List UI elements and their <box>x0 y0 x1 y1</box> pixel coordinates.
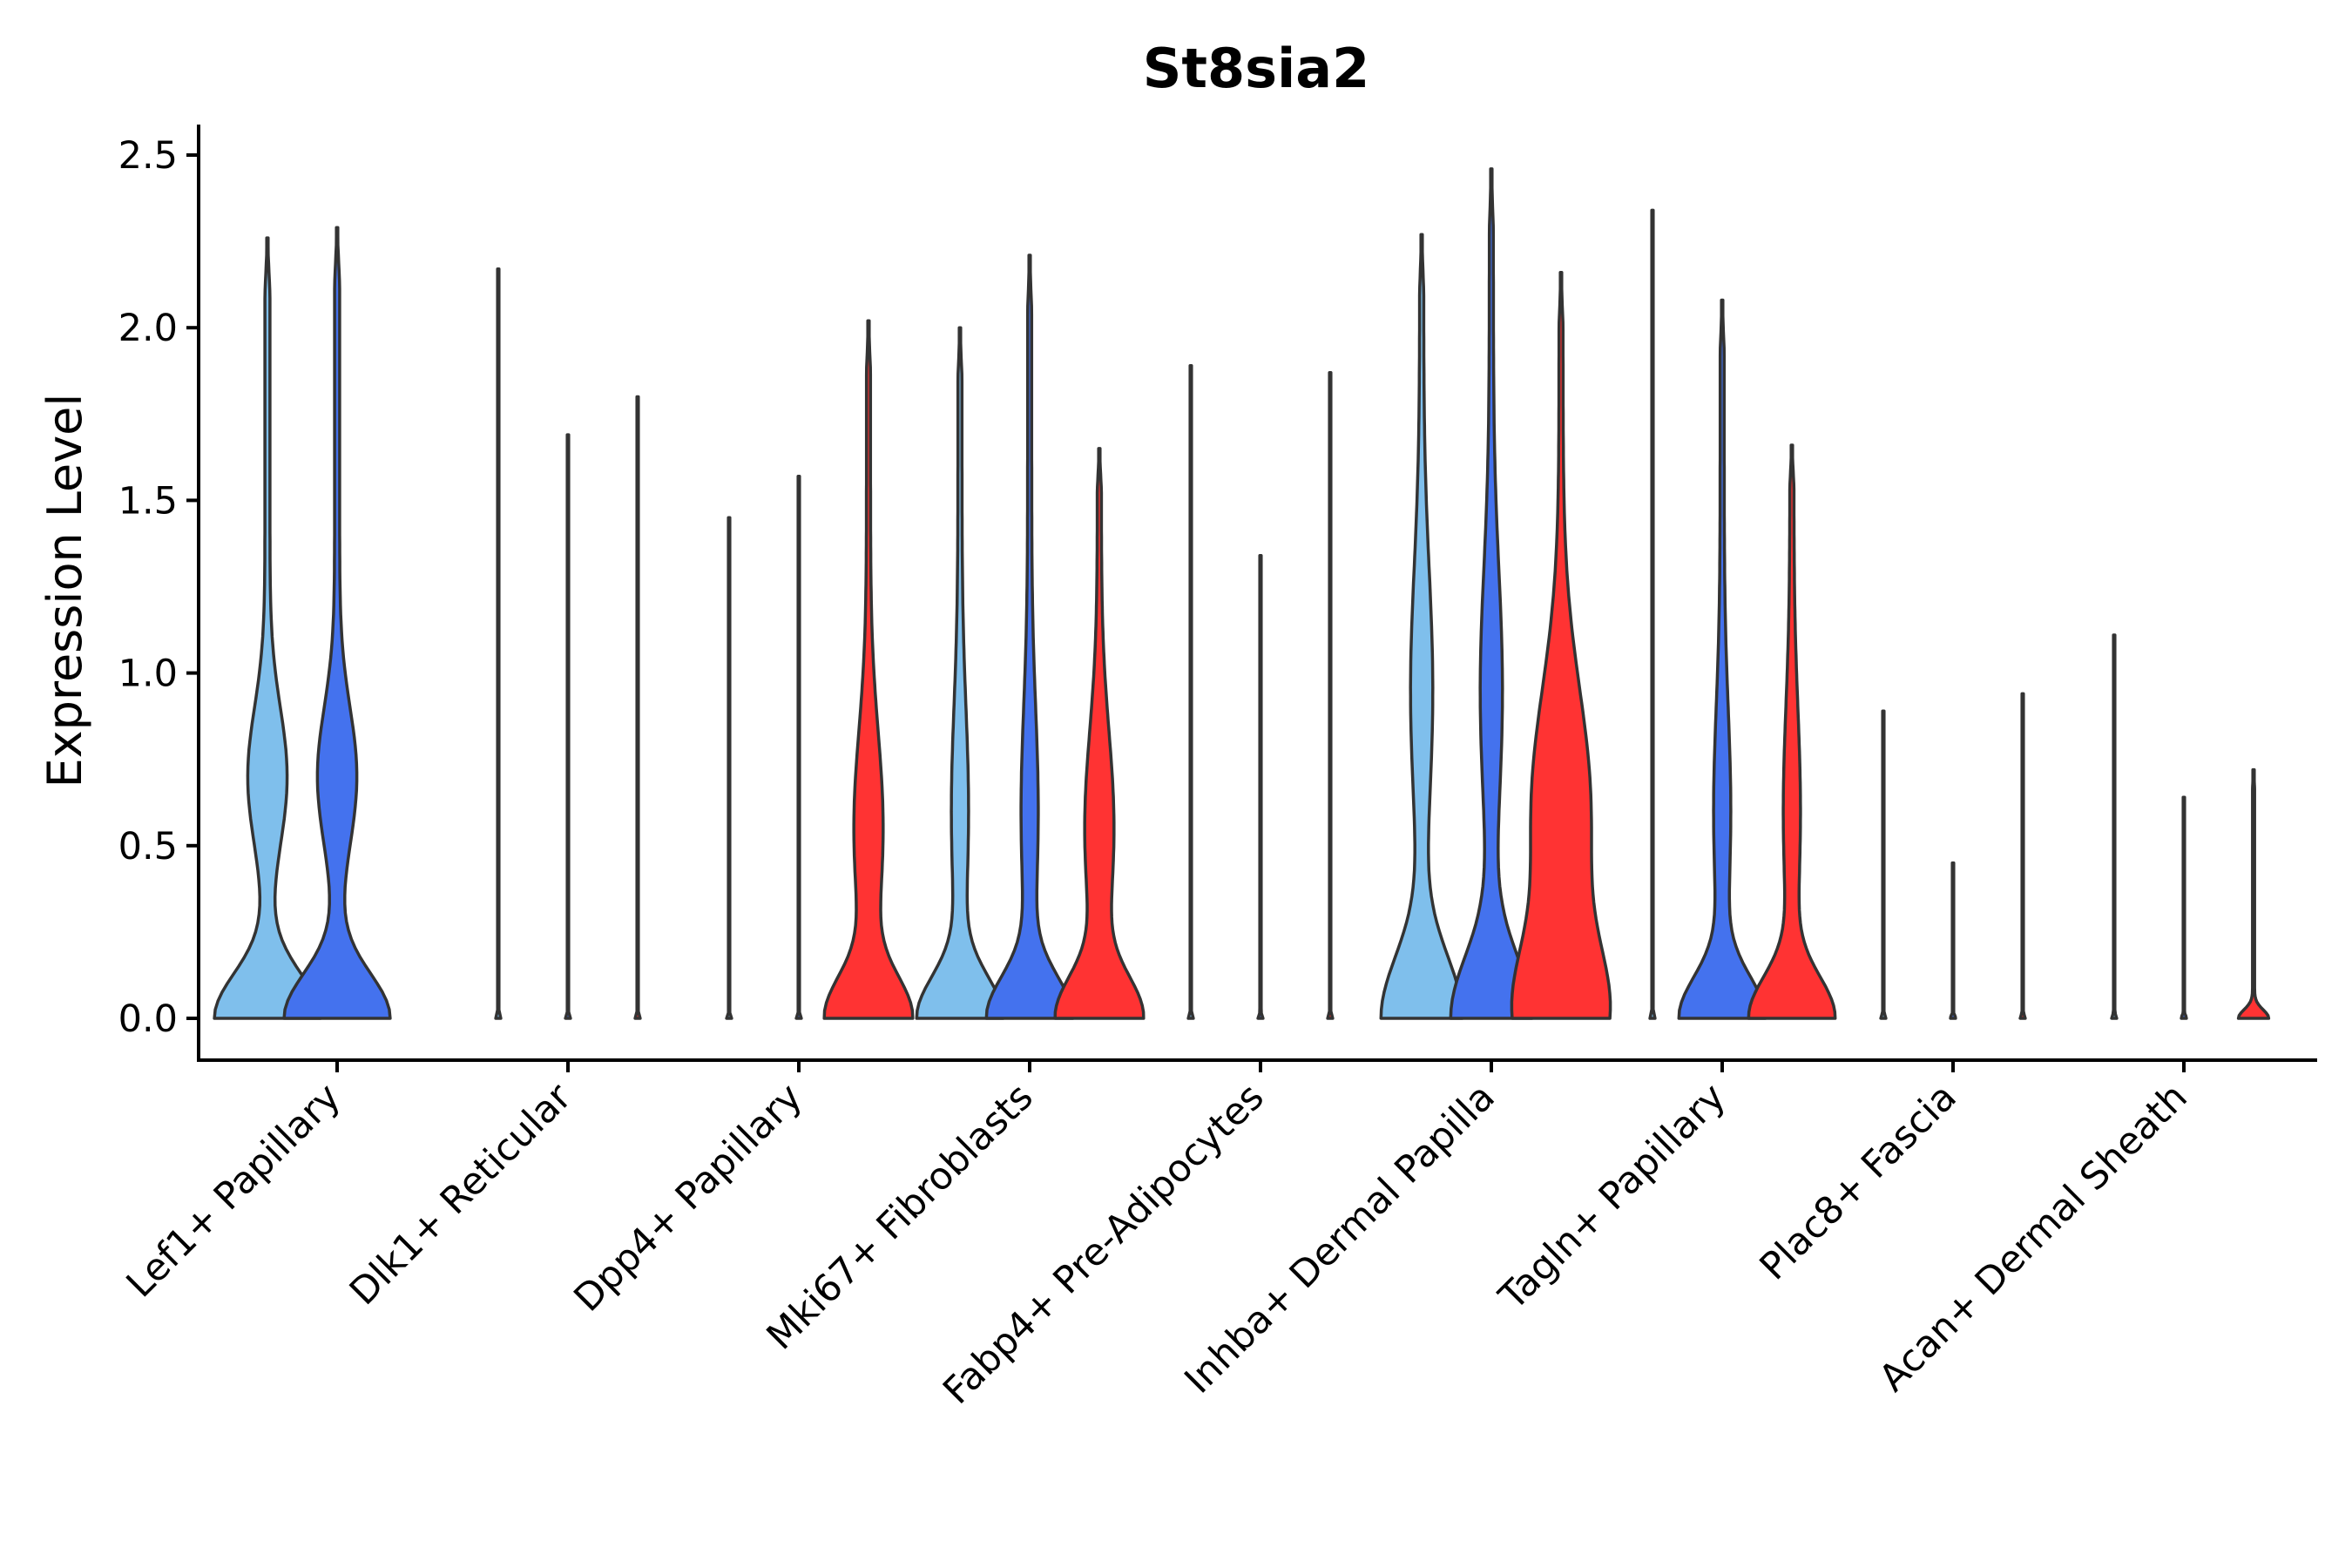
violin-condition-1 <box>725 516 733 1020</box>
violin-condition-3 <box>1053 447 1146 1020</box>
y-axis-ticks: 0.0 0.5 1.0 1.5 2.0 2.5 <box>118 134 199 1041</box>
x-tick-label: Mki67+ Fibroblasts <box>759 1075 1042 1358</box>
x-tick-label: Dlk1+ Reticular <box>341 1075 580 1314</box>
violin-condition-2 <box>984 253 1075 1020</box>
violin-condition-3 <box>2018 692 2027 1020</box>
violin-condition-2 <box>1256 554 1265 1020</box>
violin-condition-3 <box>633 395 642 1020</box>
y-tick-label: 0.5 <box>118 825 178 868</box>
y-tick-label: 2.5 <box>118 134 178 178</box>
plot-area <box>213 167 2271 1020</box>
violin-condition-1 <box>915 326 1005 1020</box>
x-tick-label: Lef1+ Papillary <box>118 1075 349 1306</box>
violin-condition-1 <box>1186 364 1195 1020</box>
y-tick-label: 1.5 <box>118 479 178 523</box>
violin-condition-3 <box>1326 370 1335 1020</box>
violin-condition-3 <box>1747 443 1837 1020</box>
x-tick-label: Plac8+ Fascia <box>1752 1075 1965 1288</box>
violin-condition-3 <box>822 319 915 1020</box>
violin-condition-2 <box>564 433 572 1020</box>
x-tick-label: Dpp4+ Papillary <box>566 1075 811 1320</box>
violin-condition-2 <box>2180 795 2188 1020</box>
x-tick-label: Tagln+ Papillary <box>1490 1075 1734 1319</box>
violin-condition-1 <box>1648 208 1657 1020</box>
violin-condition-1 <box>1379 233 1464 1020</box>
violin-condition-1 <box>213 236 322 1020</box>
y-tick-label: 1.0 <box>118 652 178 696</box>
violin-condition-1 <box>2110 633 2119 1020</box>
violin-condition-2 <box>794 474 803 1020</box>
violin-condition-2 <box>1449 167 1534 1020</box>
violin-condition-3 <box>1510 271 1612 1020</box>
violin-condition-1 <box>494 267 503 1020</box>
y-tick-label: 0.0 <box>118 997 178 1041</box>
violin-condition-2 <box>282 226 392 1020</box>
violin-condition-2 <box>1949 861 1957 1020</box>
violin-condition-2 <box>1677 298 1767 1020</box>
y-axis-label: Expression Level <box>37 394 92 788</box>
y-tick-label: 2.0 <box>118 307 178 350</box>
violin-condition-1 <box>1879 709 1888 1020</box>
violin-condition-3 <box>2236 767 2271 1020</box>
chart-title: St8sia2 <box>1143 37 1370 100</box>
